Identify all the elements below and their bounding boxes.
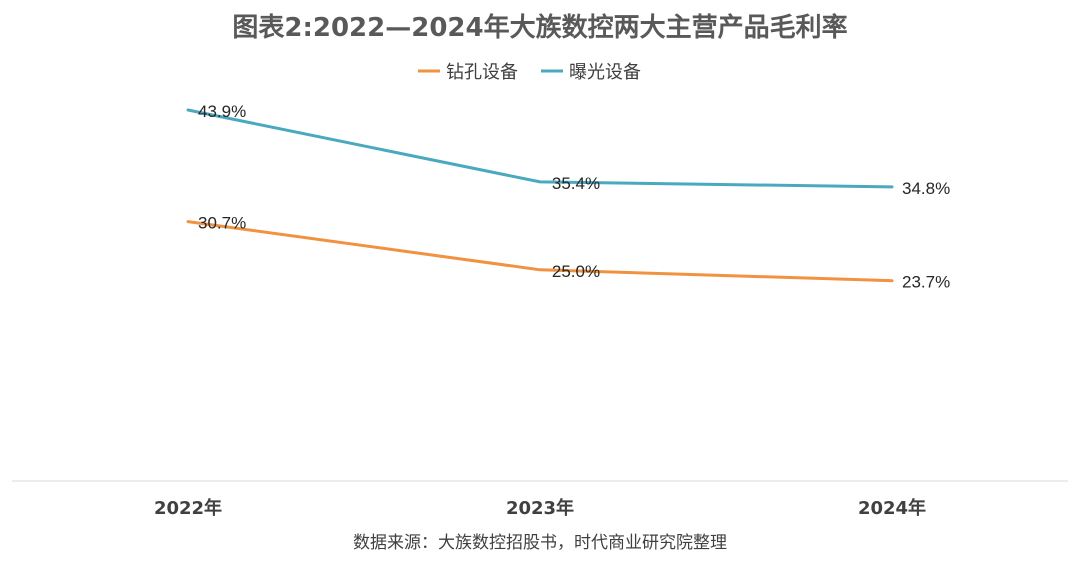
x-tick-labels: 2022年 2023年 2024年 [154, 497, 926, 519]
chart-title: 图表2:2022—2024年大族数控两大主营产品毛利率 [232, 12, 847, 43]
series-line-2 [186, 108, 894, 189]
data-label: 25.0% [552, 262, 600, 281]
source-note: 数据来源：大族数控招股书，时代商业研究院整理 [353, 533, 727, 553]
x-tick-label: 2023年 [506, 497, 574, 519]
data-label: 35.4% [552, 174, 600, 193]
x-tick-label: 2022年 [154, 497, 222, 519]
data-label: 43.9% [198, 102, 246, 121]
legend-label-2: 曝光设备 [569, 62, 641, 83]
data-label: 23.7% [902, 273, 950, 292]
legend-label-1: 钻孔设备 [446, 62, 518, 83]
series-layer: 30.7% 25.0% 23.7% 43.9% 35.4% 34.8% [186, 102, 950, 292]
x-tick-label: 2024年 [858, 497, 926, 519]
series-line-1 [186, 220, 894, 283]
legend: 钻孔设备 曝光设备 [418, 62, 641, 83]
data-label: 34.8% [902, 179, 950, 198]
data-label: 30.7% [198, 214, 246, 233]
